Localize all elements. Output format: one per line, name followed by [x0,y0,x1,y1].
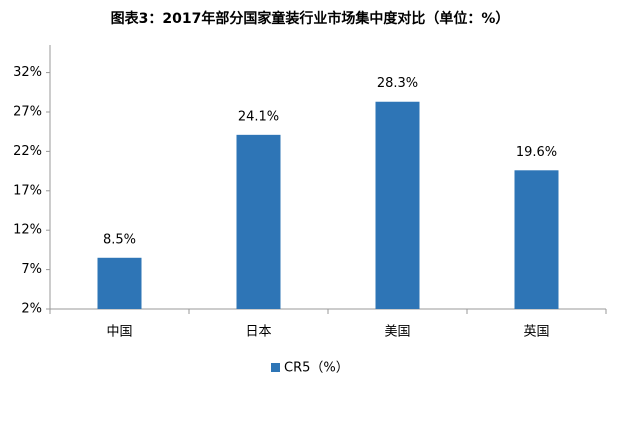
bar [236,134,281,309]
x-tick-label: 中国 [106,325,132,340]
y-tick-label: 12% [13,223,42,238]
legend-swatch [271,363,280,372]
value-label: 8.5% [103,232,136,247]
y-tick-label: 7% [21,262,42,277]
y-tick-label: 32% [13,65,42,80]
value-label: 19.6% [516,145,557,160]
bar [97,257,142,309]
bar [514,170,559,309]
bar [375,101,420,309]
x-tick-label: 英国 [523,325,549,340]
x-tick-label: 日本 [245,325,271,340]
chart-title: 图表3：2017年部分国家童装行业市场集中度对比（单位：%） [111,10,510,27]
y-tick-label: 17% [13,183,42,198]
value-label: 24.1% [238,109,279,124]
legend-label: CR5（%） [284,361,349,376]
value-label: 28.3% [377,76,418,91]
y-tick-label: 2% [21,302,42,317]
x-tick-label: 美国 [384,325,410,340]
y-tick-label: 22% [13,144,42,159]
y-tick-label: 27% [13,104,42,119]
